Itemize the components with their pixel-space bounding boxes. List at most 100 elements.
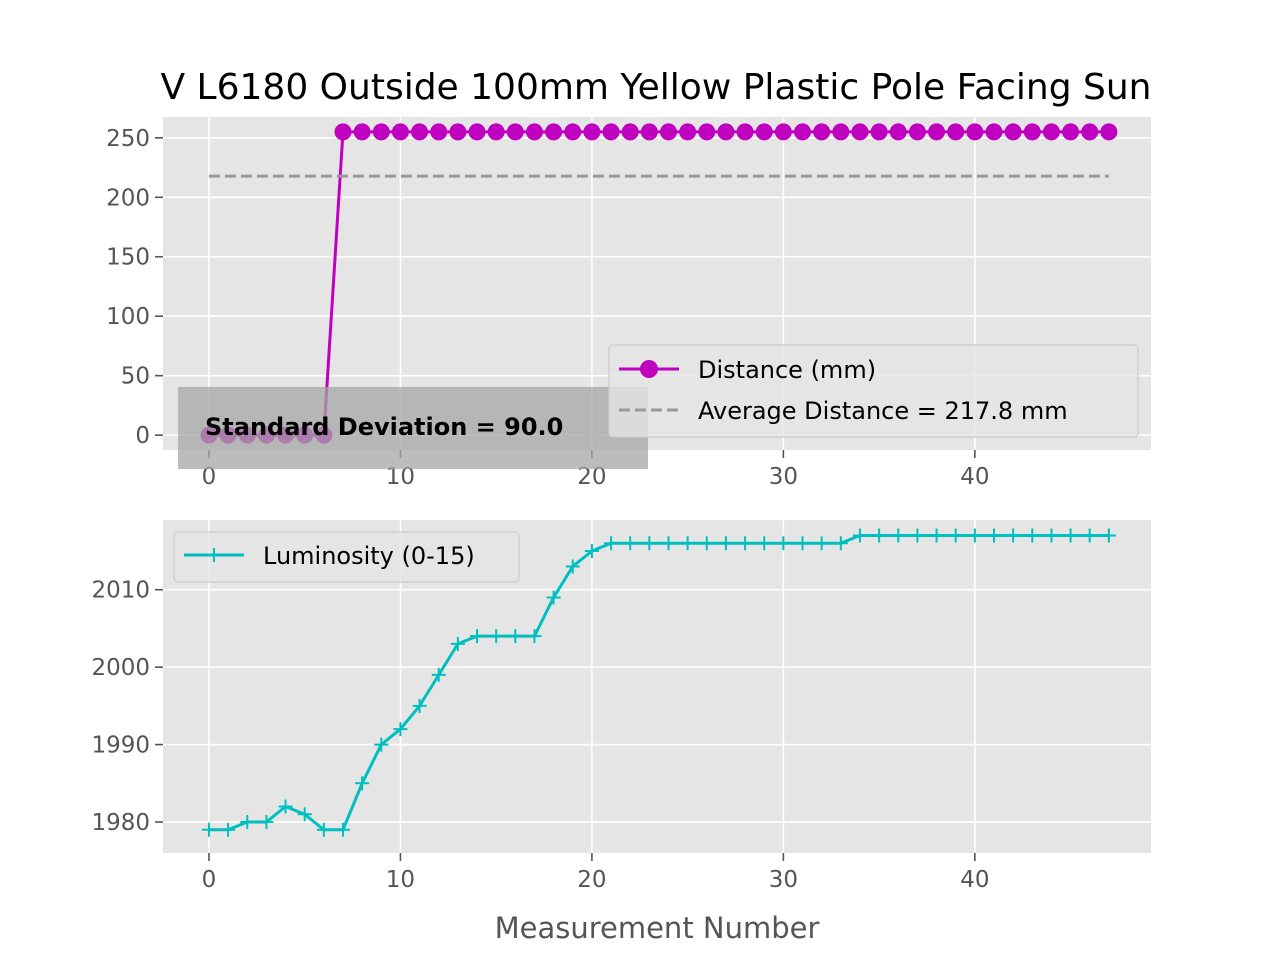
distance-point <box>679 123 697 141</box>
luminosity-point <box>852 528 867 543</box>
x-tick-label: 0 <box>202 464 217 490</box>
luminosity-point <box>604 536 619 551</box>
luminosity-point <box>814 536 829 551</box>
distance-point <box>391 123 409 141</box>
x-tick-label: 40 <box>960 867 989 893</box>
distance-point <box>774 123 792 141</box>
luminosity-point <box>986 528 1001 543</box>
distance-point <box>1023 123 1041 141</box>
legend-luminosity-marker <box>207 548 221 562</box>
luminosity-legend-box <box>173 531 520 583</box>
distance-point <box>659 123 677 141</box>
luminosity-point <box>1006 528 1021 543</box>
luminosity-point <box>470 629 485 644</box>
luminosity-point <box>795 536 810 551</box>
distance-point <box>525 123 543 141</box>
luminosity-point <box>1044 528 1059 543</box>
distance-point <box>1100 123 1118 141</box>
distance-point <box>736 123 754 141</box>
distance-point <box>985 123 1003 141</box>
luminosity-point <box>757 536 772 551</box>
distance-point <box>640 123 658 141</box>
distance-point <box>908 123 926 141</box>
distance-point <box>449 123 467 141</box>
luminosity-point <box>680 536 695 551</box>
distance-point <box>889 123 907 141</box>
y-tick-label: 150 <box>106 245 150 271</box>
luminosity-point <box>297 807 312 822</box>
distance-point <box>372 123 390 141</box>
luminosity-point <box>833 536 848 551</box>
distance-point <box>870 123 888 141</box>
luminosity-series-layer <box>201 528 1116 837</box>
luminosity-point <box>355 776 370 791</box>
luminosity-point <box>948 528 963 543</box>
y-tick-label: 250 <box>106 126 150 152</box>
distance-point <box>794 123 812 141</box>
luminosity-point <box>1025 528 1040 543</box>
x-axis-label: Measurement Number <box>495 911 820 945</box>
legend-average-label: Average Distance = 217.8 mm <box>698 397 1068 425</box>
distance-legend: Distance (mm) Average Distance = 217.8 m… <box>608 344 1139 438</box>
luminosity-point <box>776 536 791 551</box>
luminosity-point <box>929 528 944 543</box>
luminosity-y-ticks: 1980 1990 2000 2010 <box>91 578 163 836</box>
distance-point <box>506 123 524 141</box>
distance-point <box>487 123 505 141</box>
distance-point <box>468 123 486 141</box>
luminosity-point <box>412 698 427 713</box>
distance-point <box>755 123 773 141</box>
chart-title: V L6180 Outside 100mm Yellow Plastic Pol… <box>160 67 1151 108</box>
std-dev-annotation-box <box>178 387 648 469</box>
distance-series-layer <box>200 123 1118 444</box>
distance-point <box>1042 123 1060 141</box>
luminosity-point <box>661 536 676 551</box>
luminosity-gridlines <box>163 520 1151 853</box>
y-tick-label: 2010 <box>91 578 150 604</box>
luminosity-point <box>546 590 561 605</box>
distance-point <box>698 123 716 141</box>
distance-point <box>353 123 371 141</box>
x-tick-label: 40 <box>960 464 989 490</box>
distance-point <box>1004 123 1022 141</box>
luminosity-point <box>374 737 389 752</box>
luminosity-point <box>489 629 504 644</box>
legend-luminosity-label: Luminosity (0-15) <box>263 542 475 570</box>
distance-point <box>851 123 869 141</box>
distance-point <box>583 123 601 141</box>
distance-point <box>928 123 946 141</box>
distance-y-ticks: 0 50 100 150 200 250 <box>106 126 163 449</box>
luminosity-point <box>316 822 331 837</box>
luminosity-point <box>508 629 523 644</box>
y-tick-label: 1990 <box>91 733 150 759</box>
distance-point <box>411 123 429 141</box>
luminosity-point <box>278 799 293 814</box>
luminosity-point <box>910 528 925 543</box>
luminosity-point <box>527 629 542 644</box>
distance-point <box>1062 123 1080 141</box>
y-tick-label: 50 <box>121 364 150 390</box>
luminosity-point <box>891 528 906 543</box>
x-tick-label: 10 <box>386 867 415 893</box>
distance-point <box>545 123 563 141</box>
luminosity-point <box>699 536 714 551</box>
distance-legend-box <box>608 344 1139 438</box>
luminosity-point <box>431 667 446 682</box>
x-tick-label: 30 <box>769 464 798 490</box>
luminosity-point <box>738 536 753 551</box>
distance-point <box>966 123 984 141</box>
distance-point <box>717 123 735 141</box>
y-tick-label: 100 <box>106 304 150 330</box>
distance-point <box>602 123 620 141</box>
x-tick-label: 30 <box>769 867 798 893</box>
luminosity-point <box>240 815 255 830</box>
y-tick-label: 1980 <box>91 810 150 836</box>
luminosity-point <box>872 528 887 543</box>
y-tick-label: 200 <box>106 185 150 211</box>
luminosity-point <box>335 822 350 837</box>
luminosity-point <box>623 536 638 551</box>
std-dev-annotation-text: Standard Deviation = 90.0 <box>205 413 563 441</box>
luminosity-point <box>565 559 580 574</box>
distance-point <box>832 123 850 141</box>
